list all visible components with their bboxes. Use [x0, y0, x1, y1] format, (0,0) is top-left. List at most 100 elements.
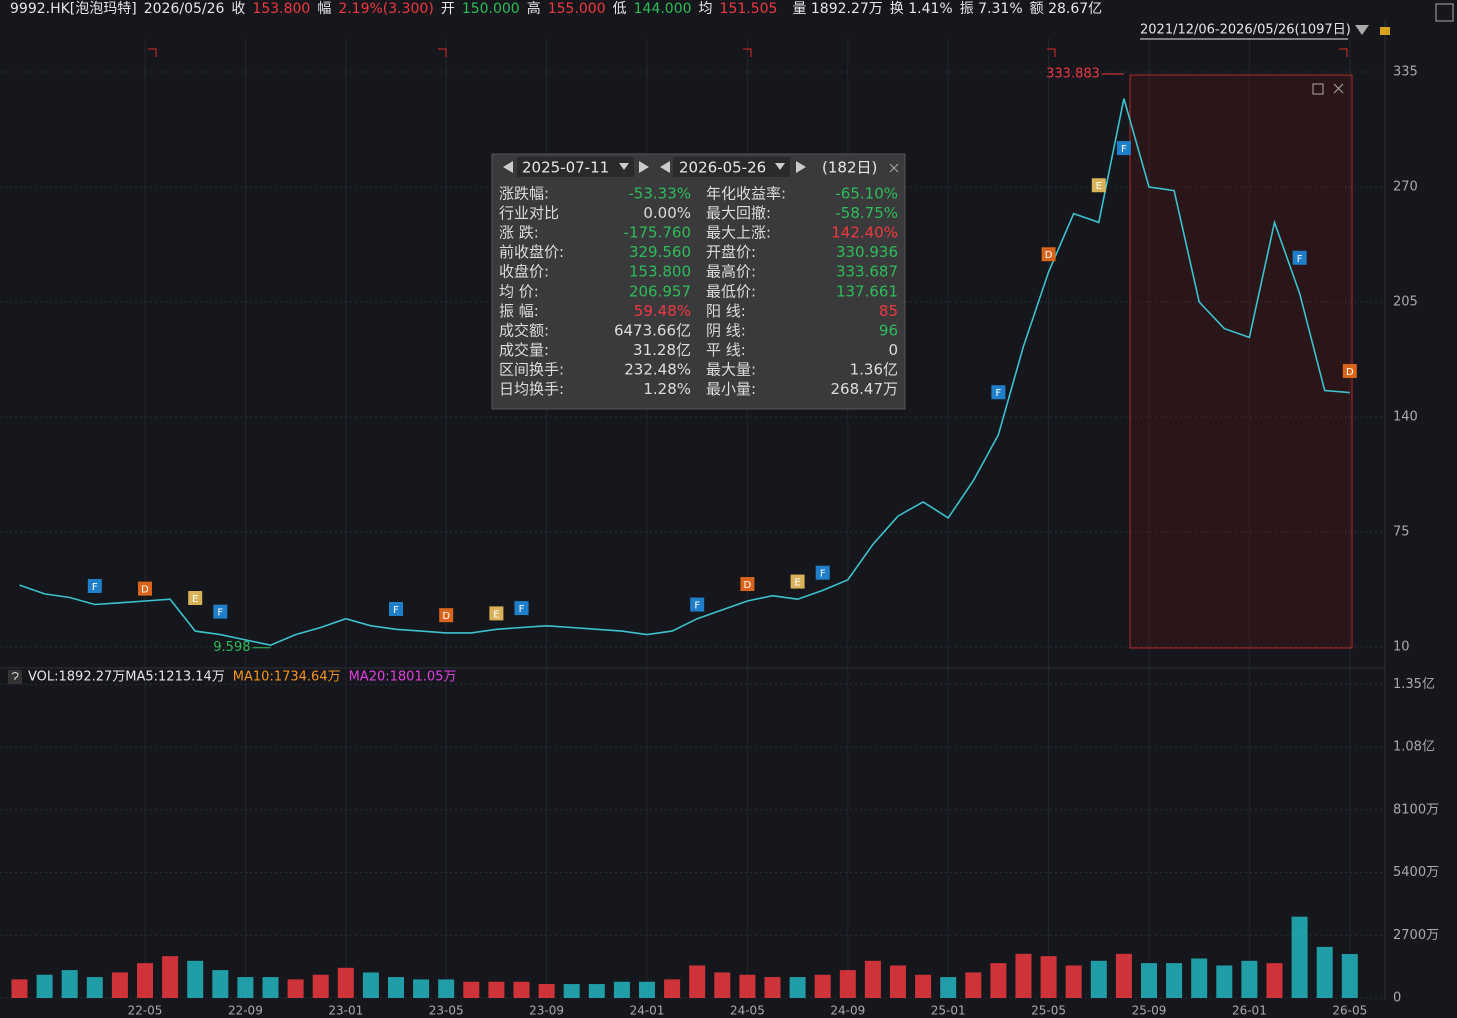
event-marker [815, 565, 830, 580]
stat-label: 收盘价: [499, 263, 549, 281]
panel-close[interactable] [889, 163, 899, 173]
header-item: 2.19%(3.300) [338, 1, 434, 17]
y-tick-label: 1.08亿 [1393, 740, 1435, 755]
event-marker [514, 601, 529, 616]
y-tick-label: 8100万 [1393, 802, 1439, 817]
x-tick-label: 24-05 [730, 1004, 765, 1018]
volume-bar [689, 965, 706, 998]
header-item: 幅 [317, 1, 332, 17]
lock-icon[interactable] [1380, 27, 1390, 35]
dropdown[interactable] [1355, 25, 1369, 35]
volume-bar [337, 967, 354, 998]
volume-bar [11, 979, 28, 998]
event-marker [740, 577, 755, 592]
header-item: 2026/05/26 [143, 1, 225, 17]
range-selection[interactable] [1129, 74, 1353, 649]
volume-bar [789, 977, 806, 998]
close-button[interactable] [1333, 83, 1344, 94]
y-tick-label: 1.35亿 [1393, 677, 1435, 692]
maximize-button[interactable] [1312, 83, 1324, 95]
stat-value: 142.40% [831, 224, 898, 242]
header-item: 均 [698, 1, 713, 17]
event-marker [389, 601, 403, 616]
event-label: D [744, 580, 752, 591]
y-tick-label: 5400万 [1393, 865, 1439, 880]
y-tick-label: 0 [1393, 991, 1401, 1006]
volume-bar [36, 974, 53, 998]
header-item: 低 [612, 1, 627, 17]
volume-bar [1191, 958, 1208, 998]
stat-label: 日均换手: [499, 380, 564, 398]
volume-bar [1316, 946, 1333, 998]
annotation: 9.598 [213, 640, 250, 655]
stat-label: 前收盘价: [499, 243, 564, 261]
volume-bar [563, 984, 580, 998]
x-tick-label: 22-05 [128, 1004, 163, 1018]
volume-bar [613, 981, 630, 998]
event-label: E [493, 609, 499, 620]
y-tick-label: 75 [1393, 525, 1410, 540]
stat-label: 平 线: [706, 341, 746, 359]
event-label: F [92, 582, 98, 593]
volume-bar [965, 972, 982, 998]
event-label: F [694, 601, 700, 612]
volume-bar [940, 977, 957, 998]
event-label: F [1121, 144, 1127, 155]
date-box[interactable] [673, 157, 790, 177]
volume-bar [1291, 916, 1308, 998]
volume-bar [463, 981, 480, 998]
volume-bar [1015, 953, 1032, 998]
volume-bar [1216, 965, 1233, 998]
event-label: F [217, 608, 223, 619]
legend-item: MA10:1734.64万 [233, 670, 341, 685]
header-item: 144.000 [633, 1, 692, 17]
stat-value: 59.48% [634, 302, 691, 320]
start-date[interactable]: 2025-07-11 [522, 159, 609, 177]
days: (182日) [822, 159, 877, 177]
stat-value: -65.10% [835, 185, 898, 203]
event-label: D [442, 611, 450, 622]
event-marker [138, 581, 152, 596]
arrows[interactable] [503, 161, 806, 173]
header: 9992.HK[泡泡玛特] 2026/05/26 收 153.800 幅 2.19%(3.… [10, 0, 1102, 18]
y-tick-label: 2700万 [1393, 928, 1439, 943]
header-item: 换 1.41% [889, 1, 953, 17]
volume-bar [61, 970, 78, 998]
stat-label: 行业对比 [499, 204, 559, 222]
stat-value: 153.800 [629, 263, 691, 281]
help-glyph [11, 672, 19, 680]
stat-value: -58.75% [835, 204, 898, 222]
volume-bar [237, 977, 254, 998]
date-box[interactable] [517, 157, 634, 177]
stat-value: 329.560 [629, 243, 691, 261]
brackets [148, 48, 1348, 57]
volume-bar [438, 979, 455, 998]
wp-icon[interactable] [1435, 3, 1454, 22]
stat-label: 最高价: [706, 263, 756, 281]
volume-bar [538, 984, 555, 998]
volume-bar [1090, 960, 1107, 998]
stat-value: 268.47万 [831, 380, 899, 398]
volume-bar [864, 960, 881, 998]
stat-label: 阳 线: [706, 302, 746, 320]
help-icon[interactable] [8, 670, 22, 684]
volume-bar [890, 965, 906, 998]
event-label: D [1346, 367, 1354, 378]
header-item: 151.505 [719, 1, 778, 17]
stats-panel: 2025-07-11 2026-05-26 (182日) 涨跌幅: -53.33%… [491, 153, 906, 410]
stat-label: 最低价: [706, 282, 756, 300]
range-label[interactable]: 2021/12/06-2026/05/26(1097日) [1140, 23, 1351, 38]
end-date[interactable]: 2026-05-26 [679, 159, 766, 177]
stat-label: 开盘价: [706, 243, 756, 261]
stat-label: 最大回撤: [706, 204, 771, 222]
volume-bar [212, 970, 229, 998]
x-tick-label: 25-09 [1132, 1004, 1167, 1018]
stat-label: 最大量: [706, 360, 756, 378]
volume-bar [639, 981, 655, 998]
price-line [19, 98, 1350, 647]
volume-bar [137, 963, 153, 998]
panel-bg [491, 153, 906, 410]
event-marker [690, 597, 705, 612]
event-label: E [1096, 181, 1102, 192]
